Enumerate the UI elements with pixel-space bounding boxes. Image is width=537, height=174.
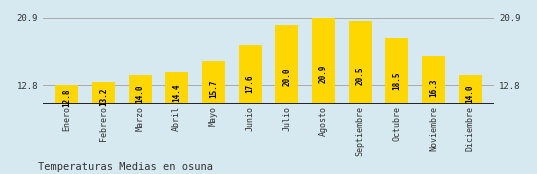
Bar xyxy=(165,85,188,174)
Text: 13.2: 13.2 xyxy=(99,87,108,106)
Bar xyxy=(239,45,262,174)
Text: 14.0: 14.0 xyxy=(466,85,475,104)
Bar xyxy=(239,85,262,174)
Text: 20.0: 20.0 xyxy=(282,68,292,86)
Bar xyxy=(55,85,78,174)
Text: Temperaturas Medias en osuna: Temperaturas Medias en osuna xyxy=(38,162,213,172)
Bar xyxy=(275,85,298,174)
Bar xyxy=(92,85,115,174)
Text: 16.3: 16.3 xyxy=(429,78,438,97)
Bar xyxy=(202,61,225,174)
Text: 15.7: 15.7 xyxy=(209,80,218,98)
Bar xyxy=(422,56,445,174)
Bar xyxy=(386,85,408,174)
Bar xyxy=(312,18,335,174)
Text: 17.6: 17.6 xyxy=(245,74,255,93)
Bar xyxy=(129,75,151,174)
Bar xyxy=(165,72,188,174)
Bar xyxy=(459,75,482,174)
Bar xyxy=(275,25,298,174)
Text: 14.0: 14.0 xyxy=(136,85,144,104)
Text: 14.4: 14.4 xyxy=(172,84,182,102)
Bar xyxy=(386,38,408,174)
Bar xyxy=(459,85,482,174)
Text: 20.5: 20.5 xyxy=(355,66,365,85)
Bar xyxy=(422,85,445,174)
Text: 12.8: 12.8 xyxy=(62,88,71,107)
Bar xyxy=(55,85,78,174)
Bar xyxy=(312,85,335,174)
Text: 18.5: 18.5 xyxy=(393,72,401,90)
Bar xyxy=(92,82,115,174)
Bar xyxy=(202,85,225,174)
Bar xyxy=(349,21,372,174)
Bar xyxy=(349,85,372,174)
Text: 20.9: 20.9 xyxy=(319,65,328,83)
Bar xyxy=(129,85,151,174)
